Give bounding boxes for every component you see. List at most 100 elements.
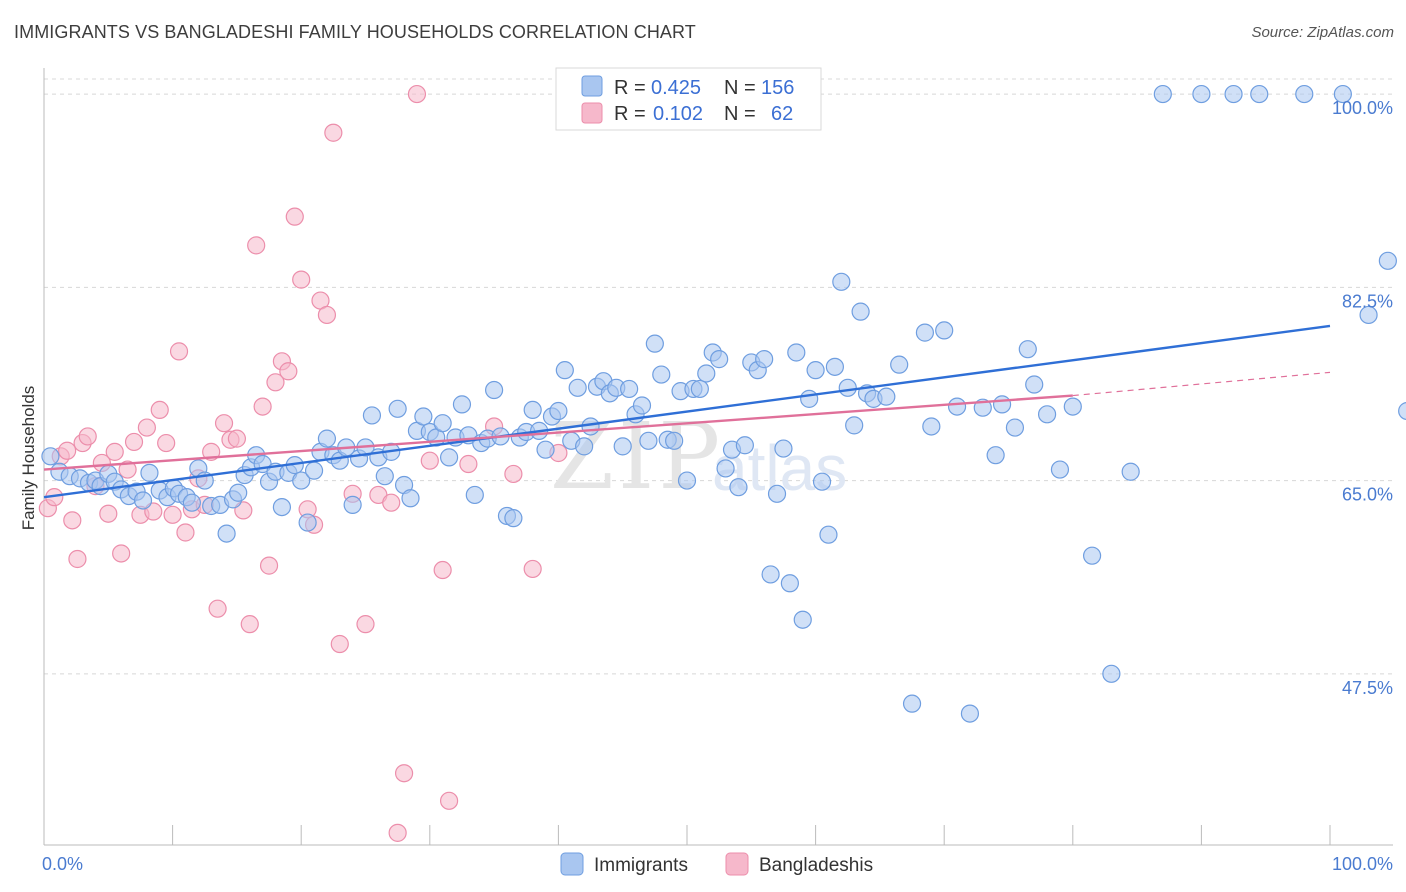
immigrant-point-153 [1378,251,1397,270]
bangladeshi-point-18 [150,400,169,420]
immigrant-point-92 [652,365,671,384]
y-tick-label-1: 82.5% [1342,291,1393,311]
bangladeshi-point-33 [247,236,266,255]
immigrant-point-154 [1398,401,1406,421]
immigrant-point-141 [1050,460,1070,479]
immigrant-point-58 [433,414,452,433]
immigrant-point-137 [1005,418,1025,437]
bangladeshi-point-20 [163,505,182,524]
grid-lines [44,78,1393,675]
immigrant-point-87 [620,379,639,399]
immigrant-point-102 [716,459,735,478]
series-legend: Immigrants Bangladeshis [560,852,873,876]
immigrant-point-132 [947,397,967,416]
legend-swatch-immigrants [581,75,603,97]
immigrant-point-109 [761,565,780,584]
bangladeshi-point-10 [99,504,118,523]
bangladeshi-point-27 [208,599,227,618]
y-axis-label: Family Households [19,386,38,531]
bangladeshi-point-35 [259,556,279,575]
immigrant-point-138 [1018,340,1037,359]
bangladeshi-point-57 [459,454,478,474]
bangladeshi-point-40 [292,270,311,289]
immigrant-point-139 [1025,375,1044,394]
bangladeshi-point-56 [439,791,459,810]
bangladeshi-point-32 [240,615,259,634]
bangladeshi-point-38 [279,362,298,381]
immigrant-point-110 [767,484,787,503]
bangladeshi-point-16 [137,418,156,437]
immigrant-point-24 [217,524,236,543]
immigrant-point-90 [639,431,658,450]
immigrant-point-37 [298,513,317,532]
legend-n-value-immigrants: 156 [761,77,794,99]
bangladeshi-point-60 [523,559,542,579]
immigrant-point-133 [960,704,980,723]
immigrant-point-63 [465,485,484,505]
bangladeshi-point-45 [324,123,343,142]
immigrant-point-69 [504,509,523,528]
immigrant-point-147 [1192,84,1211,104]
immigrant-point-116 [806,361,825,380]
immigrant-point-12 [133,491,153,510]
legend-r-value-bangladeshis: 0.102 [653,103,703,125]
immigrant-point-121 [838,378,857,397]
legend-r-label-immigrants: R = [614,77,646,99]
immigrant-point-0 [41,447,60,466]
immigrant-point-117 [812,472,832,491]
immigrant-point-113 [787,343,806,362]
legend-n-value-bangladeshis: 62 [771,103,793,125]
x-tick-max: 100.0% [1332,854,1393,874]
immigrant-point-144 [1102,664,1121,683]
bangladeshi-point-3 [58,441,77,460]
immigrant-point-135 [986,446,1005,465]
legend-n-label-bangladeshis: N = [724,103,756,125]
bangladeshi-point-12 [112,544,131,563]
immigrant-point-38 [304,461,324,480]
immigrant-point-149 [1250,84,1269,104]
bangladeshi-point-51 [388,823,407,842]
bangladeshi-point-50 [382,493,401,512]
bangladeshi-point-22 [176,523,195,542]
bottom-legend-bangladeshis: Bangladeshis [759,855,873,876]
bangladeshi-point-52 [394,764,414,783]
bangladeshi-point-36 [266,373,285,392]
immigrant-point-118 [819,525,838,544]
bangladeshi-point-59 [504,464,523,484]
bangladeshi-point-14 [124,432,144,452]
source-label: Source: ZipAtlas.com [1251,24,1394,41]
bottom-legend-immigrants: Immigrants [594,855,688,876]
immigrant-point-91 [645,334,664,353]
immigrant-point-114 [793,610,812,629]
immigrant-point-150 [1295,84,1314,104]
trend-line-immigrants [43,324,1331,499]
y-tick-label-2: 65.0% [1342,485,1393,505]
y-tick-label-3: 47.5% [1342,678,1393,698]
immigrant-point-126 [877,387,896,406]
immigrant-point-19 [182,493,201,512]
immigrant-point-72 [523,400,542,420]
immigrant-point-115 [800,389,819,408]
immigrant-point-148 [1224,84,1243,104]
bangladeshi-point-54 [420,451,439,470]
immigrant-point-136 [992,395,1012,414]
immigrant-point-108 [755,350,774,369]
immigrant-point-96 [677,471,697,490]
immigrant-point-111 [774,439,793,458]
immigrant-point-13 [140,463,159,482]
bangladeshi-point-46 [330,634,349,654]
bottom-legend-swatch-bangladeshis [725,852,749,876]
bangladeshi-point-21 [169,342,189,361]
immigrant-point-59 [439,448,459,467]
chart-title: IMMIGRANTS VS BANGLADESHI FAMILY HOUSEHO… [14,22,696,42]
bangladeshi-point-53 [407,84,427,104]
bangladeshi-point-55 [433,560,452,580]
immigrant-point-33 [272,497,292,517]
immigrant-point-89 [632,396,652,415]
trend-line-bangladeshis [43,394,1073,471]
immigrant-point-120 [832,272,851,291]
immigrant-point-74 [536,440,555,459]
y-tick-labels: 100.0% 82.5% 65.0% 47.5% [1332,98,1393,698]
bangladeshi-point-44 [317,305,337,325]
immigrant-point-77 [555,361,574,380]
